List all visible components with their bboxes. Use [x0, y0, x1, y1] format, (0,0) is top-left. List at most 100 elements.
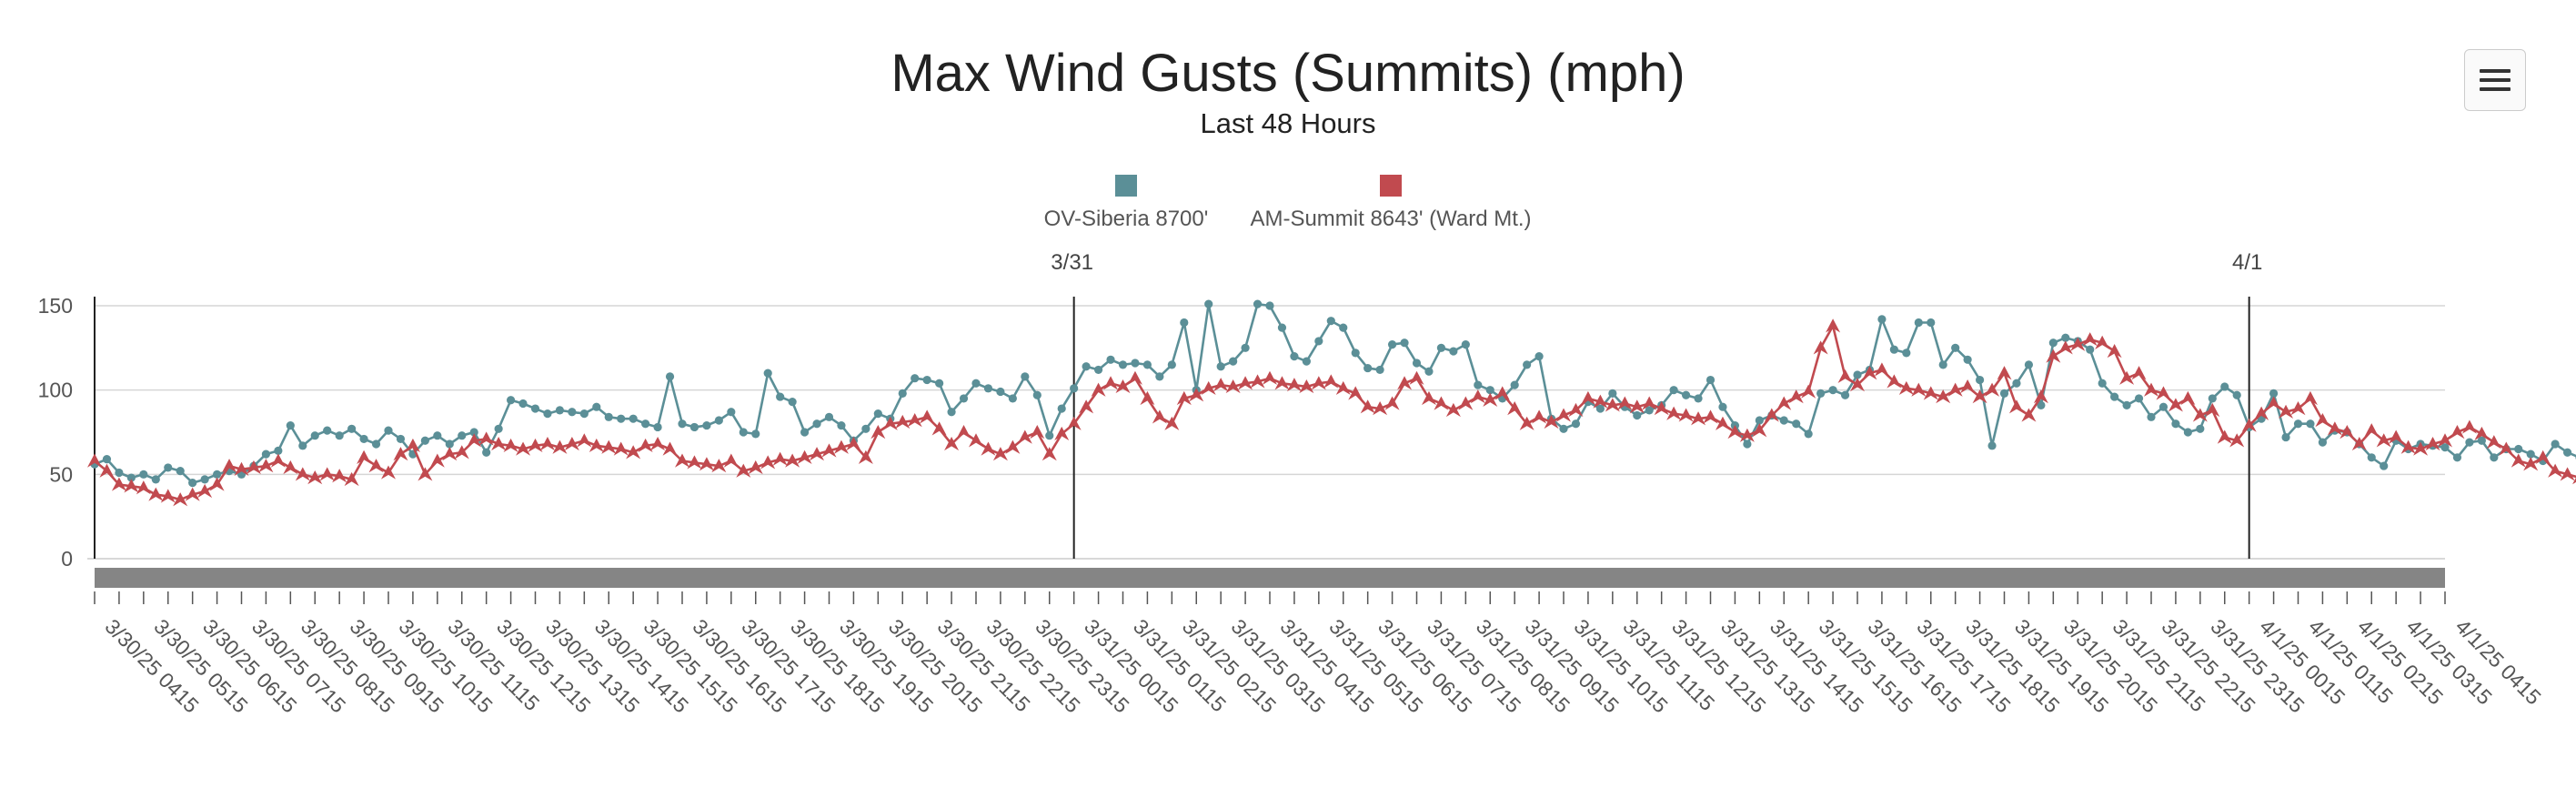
legend-item-am-summit[interactable]: AM-Summit 8643' (Ward Mt.)	[1250, 175, 1532, 231]
data-point	[2376, 433, 2391, 448]
data-point	[2144, 382, 2158, 397]
data-point	[1816, 389, 1826, 398]
data-point	[1253, 299, 1263, 308]
data-point	[1041, 447, 1057, 461]
data-point	[1544, 414, 1559, 429]
data-point	[209, 477, 225, 491]
data-point	[111, 477, 126, 491]
data-point	[870, 425, 886, 439]
data-point	[1189, 388, 1204, 402]
data-point	[1669, 386, 1678, 395]
data-point	[1057, 404, 1066, 413]
data-point	[1580, 390, 1595, 406]
data-point	[2526, 450, 2535, 459]
chart-title: Max Wind Gusts (Summits) (mph)	[891, 44, 1685, 103]
data-point	[1804, 429, 1813, 439]
data-point	[601, 439, 617, 454]
data-point	[1118, 360, 1128, 369]
data-point	[2180, 390, 2196, 406]
data-point	[1115, 379, 1131, 394]
data-point	[833, 439, 849, 454]
data-point	[539, 436, 555, 451]
data-point	[552, 439, 568, 454]
data-point	[1951, 343, 1960, 352]
chart-menu-button[interactable]	[2464, 49, 2526, 111]
data-point	[87, 453, 102, 468]
data-point	[503, 438, 518, 453]
data-point	[371, 439, 381, 449]
data-point	[160, 489, 176, 503]
data-point	[2425, 436, 2440, 451]
data-point	[458, 431, 467, 440]
data-point	[1911, 382, 1927, 397]
data-point	[1507, 401, 1523, 416]
data-point	[1103, 376, 1119, 390]
data-point	[126, 473, 136, 482]
data-point	[164, 463, 173, 472]
data-point	[2340, 425, 2355, 439]
data-point	[579, 409, 589, 419]
data-point	[332, 469, 347, 483]
data-point	[2281, 432, 2290, 442]
data-point	[148, 487, 164, 501]
data-point	[1715, 416, 1730, 430]
data-point	[1535, 352, 1544, 361]
data-point	[1997, 366, 2012, 380]
data-point	[1874, 362, 1889, 377]
y-tick-label: 100	[38, 379, 73, 402]
data-point	[1409, 370, 1424, 385]
data-point	[530, 404, 540, 413]
data-point	[837, 420, 846, 430]
legend-label-ov-siberia[interactable]: OV-Siberia 8700'	[1044, 207, 1209, 231]
data-point	[1470, 389, 1485, 404]
data-point	[727, 408, 736, 417]
data-point	[882, 416, 898, 430]
data-point	[2156, 386, 2171, 400]
data-point	[687, 455, 702, 470]
data-point	[2302, 390, 2318, 406]
data-point	[1691, 411, 1706, 426]
data-point	[429, 453, 445, 468]
data-point	[1779, 416, 1788, 425]
data-point	[751, 429, 760, 439]
data-point	[665, 372, 675, 381]
data-point	[1999, 389, 2009, 398]
data-point	[176, 467, 185, 476]
data-point	[1229, 357, 1238, 366]
data-point	[2061, 333, 2070, 342]
data-point	[1889, 345, 1898, 354]
data-point	[739, 428, 748, 437]
data-point	[1017, 429, 1032, 444]
data-point	[748, 460, 763, 475]
data-point	[2168, 398, 2183, 412]
data-point	[2523, 457, 2539, 471]
data-point	[1923, 386, 1938, 400]
data-point	[920, 409, 935, 424]
data-point	[1387, 340, 1397, 349]
data-point	[491, 436, 507, 451]
data-point	[2205, 402, 2220, 418]
data-point	[592, 402, 601, 411]
data-point	[1008, 394, 1017, 403]
data-point	[246, 460, 261, 475]
data-point	[2048, 338, 2058, 348]
data-point	[1975, 375, 1985, 385]
data-point	[99, 463, 115, 478]
data-point	[1727, 425, 1743, 439]
data-point	[797, 450, 812, 464]
data-point	[821, 443, 837, 458]
data-point	[347, 424, 357, 433]
data-point	[1290, 352, 1299, 361]
data-point	[2232, 390, 2241, 399]
navigator-scrollbar[interactable]	[95, 568, 2445, 588]
data-point	[2572, 477, 2576, 485]
data-point	[1617, 396, 1633, 410]
data-point	[212, 470, 222, 479]
data-point	[543, 409, 552, 419]
legend-item-ov-siberia[interactable]: OV-Siberia 8700'	[1044, 175, 1209, 231]
legend-label-am-summit[interactable]: AM-Summit 8643' (Ward Mt.)	[1250, 207, 1531, 231]
data-point	[653, 422, 662, 432]
data-point	[785, 453, 800, 468]
